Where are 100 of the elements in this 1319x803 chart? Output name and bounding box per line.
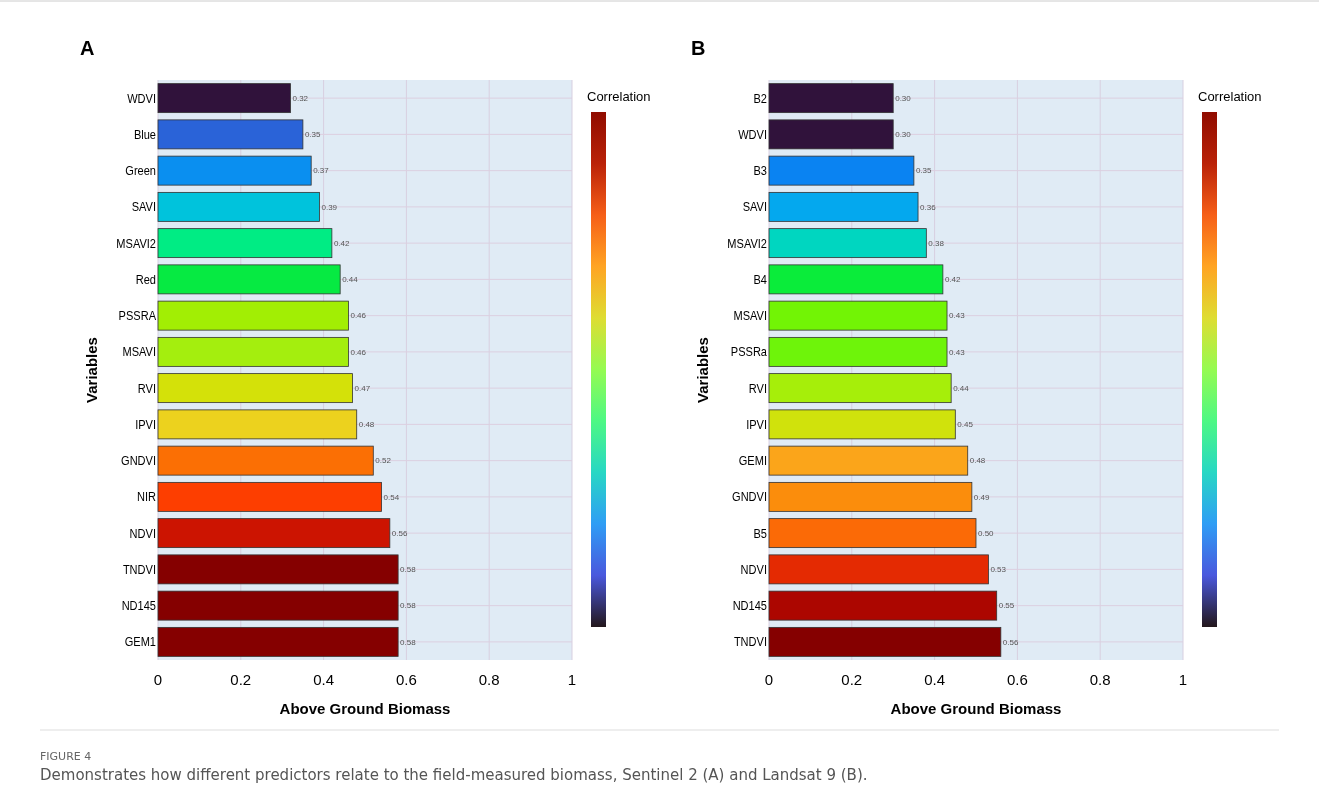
y-tick-label: B5 bbox=[753, 525, 768, 541]
x-tick-label: 1 bbox=[1178, 671, 1188, 688]
data-label: 0.48 bbox=[969, 456, 986, 466]
data-label: 0.39 bbox=[321, 202, 338, 212]
bar bbox=[157, 336, 349, 367]
bar bbox=[157, 155, 312, 186]
x-tick-label: 0.6 bbox=[395, 671, 417, 688]
bar bbox=[157, 191, 320, 222]
y-tick-label: Green bbox=[125, 163, 156, 179]
data-label: 0.58 bbox=[400, 601, 417, 611]
y-tick-label: IPVI bbox=[746, 417, 767, 433]
bar bbox=[157, 445, 374, 476]
x-tick-label: 0.2 bbox=[230, 671, 252, 688]
x-axis-title: Above Ground Biomass bbox=[279, 700, 451, 717]
bar bbox=[157, 83, 291, 114]
bar bbox=[768, 264, 944, 295]
data-label: 0.58 bbox=[400, 565, 417, 575]
x-tick-label: 0.8 bbox=[478, 671, 500, 688]
data-label: 0.52 bbox=[375, 456, 392, 466]
data-label: 0.30 bbox=[895, 130, 912, 140]
y-tick-label: NDVI bbox=[129, 525, 156, 541]
bar bbox=[768, 191, 919, 222]
bar bbox=[157, 409, 358, 440]
y-axis-title: Variables bbox=[83, 337, 100, 403]
data-label: 0.54 bbox=[383, 492, 400, 502]
data-label: 0.42 bbox=[944, 275, 961, 285]
bar bbox=[157, 373, 353, 404]
color-bar-title: Correlation bbox=[587, 89, 651, 104]
y-tick-label: GNDVI bbox=[732, 489, 767, 505]
data-label: 0.42 bbox=[333, 238, 350, 248]
y-tick-label: MSAVI bbox=[733, 308, 767, 324]
data-label: 0.37 bbox=[313, 166, 330, 176]
data-label: 0.44 bbox=[953, 383, 970, 393]
y-tick-label: IPVI bbox=[135, 417, 156, 433]
x-tick-label: 0.4 bbox=[924, 671, 946, 688]
bar bbox=[768, 445, 969, 476]
data-label: 0.55 bbox=[998, 601, 1015, 611]
y-tick-label: TNDVI bbox=[122, 562, 156, 578]
chart-title: A bbox=[80, 37, 95, 59]
data-label: 0.47 bbox=[354, 383, 371, 393]
bar bbox=[768, 336, 948, 367]
bar bbox=[768, 626, 1002, 657]
data-label: 0.56 bbox=[1002, 637, 1019, 647]
bar bbox=[768, 518, 977, 549]
y-tick-label: WDVI bbox=[738, 127, 767, 143]
bar bbox=[157, 626, 399, 657]
color-bar-title: Correlation bbox=[1198, 89, 1262, 104]
y-tick-label: PSSRa bbox=[730, 344, 768, 360]
x-tick-label: 1 bbox=[567, 671, 577, 688]
y-tick-label: NIR bbox=[136, 489, 157, 505]
bar bbox=[768, 228, 927, 259]
data-label: 0.32 bbox=[292, 93, 309, 103]
bar bbox=[768, 155, 915, 186]
data-label: 0.35 bbox=[304, 130, 322, 140]
data-label: 0.56 bbox=[391, 528, 408, 538]
data-label: 0.46 bbox=[350, 347, 367, 357]
data-label: 0.36 bbox=[920, 202, 937, 212]
x-tick-label: 0.6 bbox=[1006, 671, 1028, 688]
y-tick-label: ND145 bbox=[121, 598, 157, 614]
bar bbox=[768, 373, 952, 404]
y-axis-title: Variables bbox=[694, 337, 711, 403]
y-tick-label: PSSRA bbox=[118, 308, 157, 324]
bar bbox=[768, 409, 956, 440]
bar bbox=[157, 518, 391, 549]
bar bbox=[768, 83, 894, 114]
data-label: 0.50 bbox=[978, 528, 995, 538]
bar bbox=[157, 264, 341, 295]
bar bbox=[157, 300, 349, 331]
caption: FIGURE 4 bbox=[40, 750, 92, 763]
data-label: 0.43 bbox=[949, 347, 966, 357]
y-tick-label: Blue bbox=[133, 127, 157, 143]
y-tick-label: TNDVI bbox=[733, 634, 767, 650]
data-label: 0.48 bbox=[358, 420, 375, 430]
x-tick-label: 0.8 bbox=[1089, 671, 1111, 688]
bar bbox=[768, 590, 998, 621]
bar bbox=[768, 119, 894, 150]
y-tick-label: NDVI bbox=[740, 562, 767, 578]
x-tick-label: 0.4 bbox=[313, 671, 335, 688]
x-tick-label: 0 bbox=[764, 671, 774, 688]
y-tick-label: MSAVI bbox=[122, 344, 156, 360]
data-label: 0.49 bbox=[973, 492, 990, 502]
x-tick-label: 0.2 bbox=[841, 671, 863, 688]
bar bbox=[768, 554, 989, 585]
y-tick-label: RVI bbox=[137, 380, 156, 396]
y-tick-label: MSAVI2 bbox=[727, 235, 768, 251]
data-label: 0.53 bbox=[990, 565, 1007, 575]
x-tick-label: 0 bbox=[153, 671, 163, 688]
bar bbox=[157, 119, 304, 150]
data-label: 0.38 bbox=[928, 238, 945, 248]
y-tick-label: GEM1 bbox=[124, 634, 157, 650]
data-label: 0.35 bbox=[915, 166, 933, 176]
bar bbox=[768, 481, 973, 512]
data-label: 0.44 bbox=[342, 275, 359, 285]
y-tick-label: B3 bbox=[753, 163, 768, 179]
y-tick-label: GEMI bbox=[738, 453, 767, 469]
y-tick-label: MSAVI2 bbox=[116, 235, 157, 251]
bar bbox=[157, 228, 333, 259]
data-label: 0.46 bbox=[350, 311, 367, 321]
y-tick-label: GNDVI bbox=[121, 453, 156, 469]
y-tick-label: B4 bbox=[753, 272, 768, 288]
